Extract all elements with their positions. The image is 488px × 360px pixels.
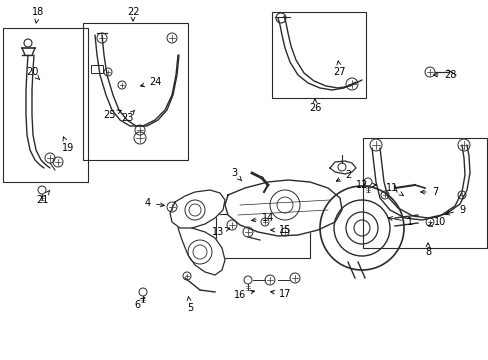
Text: 12: 12 <box>355 180 376 190</box>
Text: 1: 1 <box>388 217 412 227</box>
Text: 17: 17 <box>270 289 290 299</box>
Polygon shape <box>329 161 355 174</box>
Text: 26: 26 <box>308 99 321 113</box>
Text: 4: 4 <box>144 198 164 208</box>
Text: 24: 24 <box>140 77 161 87</box>
Text: 6: 6 <box>134 297 144 310</box>
Text: 19: 19 <box>62 137 74 153</box>
Bar <box>91 65 103 73</box>
Text: 13: 13 <box>211 227 229 237</box>
Text: 15: 15 <box>270 225 290 235</box>
Text: 14: 14 <box>251 213 274 223</box>
Polygon shape <box>224 180 341 236</box>
Text: 3: 3 <box>230 168 242 181</box>
Text: 22: 22 <box>126 7 139 21</box>
Bar <box>216 214 309 258</box>
Text: 28: 28 <box>433 70 455 80</box>
Text: 10: 10 <box>427 217 445 227</box>
Text: 21: 21 <box>36 190 50 205</box>
Bar <box>3 28 88 182</box>
Text: 25: 25 <box>103 110 122 120</box>
Text: 9: 9 <box>445 205 464 215</box>
Bar <box>83 23 187 160</box>
Text: 16: 16 <box>233 290 254 300</box>
Bar <box>271 12 365 98</box>
Text: 18: 18 <box>32 7 44 23</box>
Text: 23: 23 <box>121 110 135 123</box>
Text: 5: 5 <box>186 297 193 313</box>
Polygon shape <box>170 190 224 228</box>
Polygon shape <box>178 228 224 275</box>
Text: 11: 11 <box>385 183 403 195</box>
Text: 20: 20 <box>26 67 40 80</box>
Text: 27: 27 <box>333 61 346 77</box>
Text: 7: 7 <box>420 187 437 197</box>
Text: 8: 8 <box>424 243 430 257</box>
Text: 2: 2 <box>336 170 350 181</box>
Bar <box>362 138 486 248</box>
